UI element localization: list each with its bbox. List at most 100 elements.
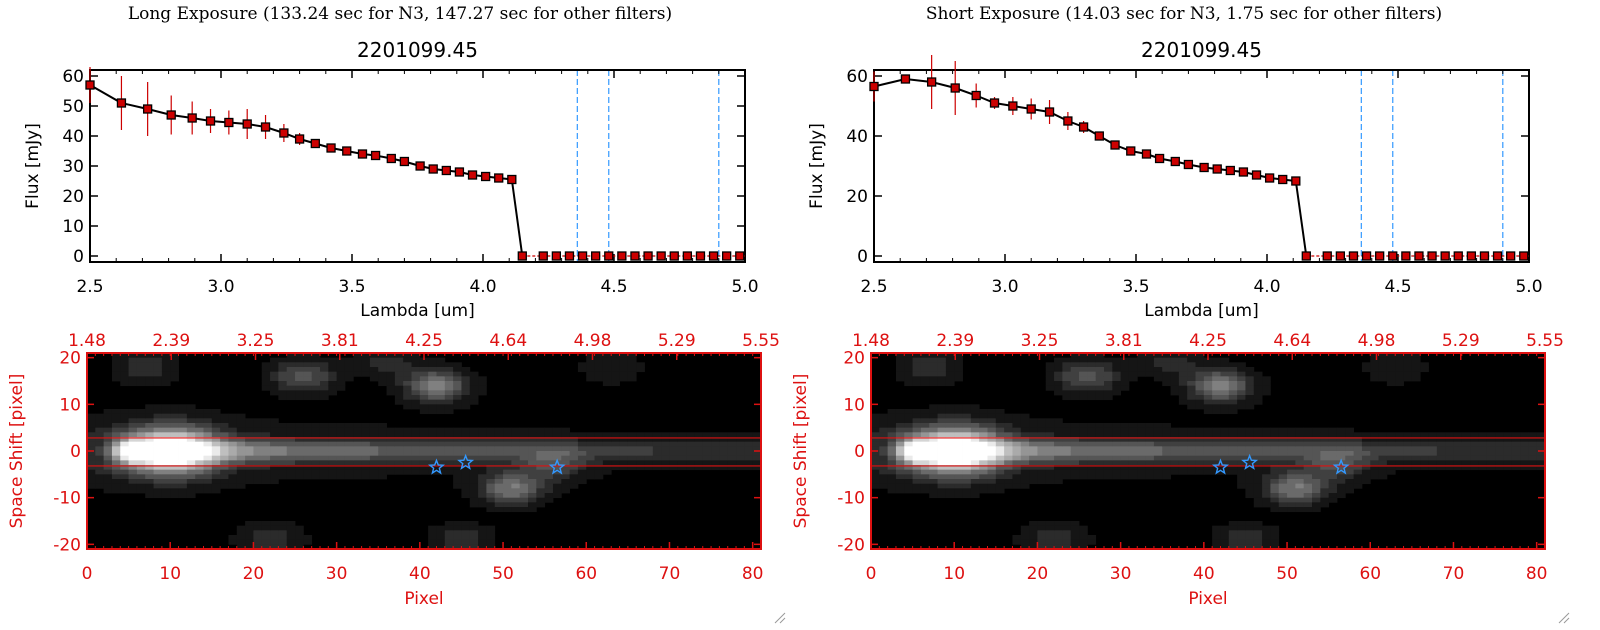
image-pixel (1178, 353, 1188, 359)
image-pixel (1395, 367, 1404, 373)
image-pixel (1253, 497, 1263, 503)
image-pixel (644, 446, 654, 452)
image-pixel (1029, 437, 1038, 443)
image-pixel (536, 460, 546, 466)
image-pixel (1470, 451, 1479, 457)
image-pixel (236, 483, 246, 489)
image-pixel (478, 441, 487, 447)
image-pixel (871, 474, 880, 480)
image-pixel (987, 441, 997, 447)
image-pixel (403, 395, 412, 401)
image-pixel (1253, 381, 1263, 387)
image-pixel (236, 427, 246, 433)
resize-grip-icon[interactable] (1556, 610, 1570, 624)
image-pixel (253, 460, 263, 466)
image-pixel (970, 441, 980, 447)
image-pixel (419, 395, 429, 401)
image-pixel (1262, 446, 1271, 452)
image-pixel (1428, 441, 1438, 447)
image-pixel (661, 446, 670, 452)
image-pixel (1029, 521, 1038, 527)
image-pixel (511, 465, 521, 471)
image-pixel (1287, 451, 1296, 457)
image-pixel (1195, 371, 1205, 377)
image-pixel (378, 367, 387, 373)
image-pixel (895, 371, 905, 377)
image-pixel (453, 362, 462, 368)
image-pixel (871, 427, 880, 433)
image-pixel (1045, 451, 1055, 457)
image-pixel (1386, 469, 1396, 475)
image-pixel (611, 371, 620, 377)
image-pixel (1378, 432, 1388, 438)
image-pixel (1253, 469, 1263, 475)
image-pixel (1170, 460, 1180, 466)
image-pixel (461, 483, 471, 489)
image-pixel (954, 413, 963, 419)
image-pixel (1112, 469, 1122, 475)
image-pixel (428, 451, 437, 457)
image-pixel (361, 469, 371, 475)
zero-flux-point (656, 251, 666, 261)
flux-point (1170, 156, 1180, 167)
image-pixel (995, 474, 1005, 480)
image-pixel (1237, 521, 1246, 527)
image-pixel (1312, 502, 1321, 508)
image-pixel (419, 390, 429, 396)
image-pixel (128, 362, 138, 368)
image-pixel (1237, 404, 1246, 410)
image-pixel (1353, 469, 1363, 475)
image-pixel (1220, 446, 1230, 452)
image-pixel (270, 469, 279, 475)
image-pixel (744, 455, 754, 461)
image-pixel (1220, 427, 1230, 433)
image-pixel (153, 479, 163, 485)
image-pixel (136, 376, 146, 382)
image-pixel (170, 451, 179, 457)
image-pixel (1253, 474, 1263, 480)
image-pixel (261, 418, 271, 424)
image-pixel (186, 413, 196, 419)
image-pixel (1270, 507, 1280, 513)
image-pixel (1029, 446, 1038, 452)
image-pixel (954, 455, 963, 461)
image-pixel (486, 488, 496, 494)
image-pixel (528, 465, 537, 471)
resize-grip-icon[interactable] (772, 610, 786, 624)
image-pixel (145, 469, 154, 475)
image-pixel (120, 432, 130, 438)
image-pixel (904, 353, 914, 359)
image-pixel (1079, 376, 1088, 382)
image-pixel (519, 432, 529, 438)
image-pixel (544, 451, 554, 457)
image-pixel (161, 469, 171, 475)
image-pixel (478, 385, 487, 391)
image-pixel (1045, 544, 1055, 549)
image-pixel (469, 371, 479, 377)
image-pixel (1478, 441, 1488, 447)
image-pixel (1070, 469, 1080, 475)
image-pixel (1029, 544, 1038, 549)
image-pixel (1278, 460, 1288, 466)
image-pixel (1445, 465, 1454, 471)
short-exposure-panel: Short Exposure (14.03 sec for N3, 1.75 s… (784, 0, 1584, 630)
x-tick-label: 40 (409, 564, 431, 584)
image-pixel (353, 371, 362, 377)
image-pixel (719, 460, 729, 466)
image-pixel (1178, 432, 1188, 438)
image-pixel (1212, 357, 1221, 363)
image-pixel (378, 357, 387, 363)
image-pixel (1403, 446, 1413, 452)
image-pixel (444, 539, 454, 545)
image-pixel (619, 367, 629, 373)
image-pixel (912, 367, 922, 373)
flux-point (1238, 167, 1249, 177)
image-pixel (1445, 437, 1454, 443)
image-pixel (1370, 469, 1379, 475)
image-pixel (987, 446, 997, 452)
image-pixel (1187, 432, 1196, 438)
image-pixel (602, 357, 612, 363)
image-pixel (295, 539, 304, 545)
image-pixel (904, 469, 914, 475)
image-pixel (486, 451, 496, 457)
